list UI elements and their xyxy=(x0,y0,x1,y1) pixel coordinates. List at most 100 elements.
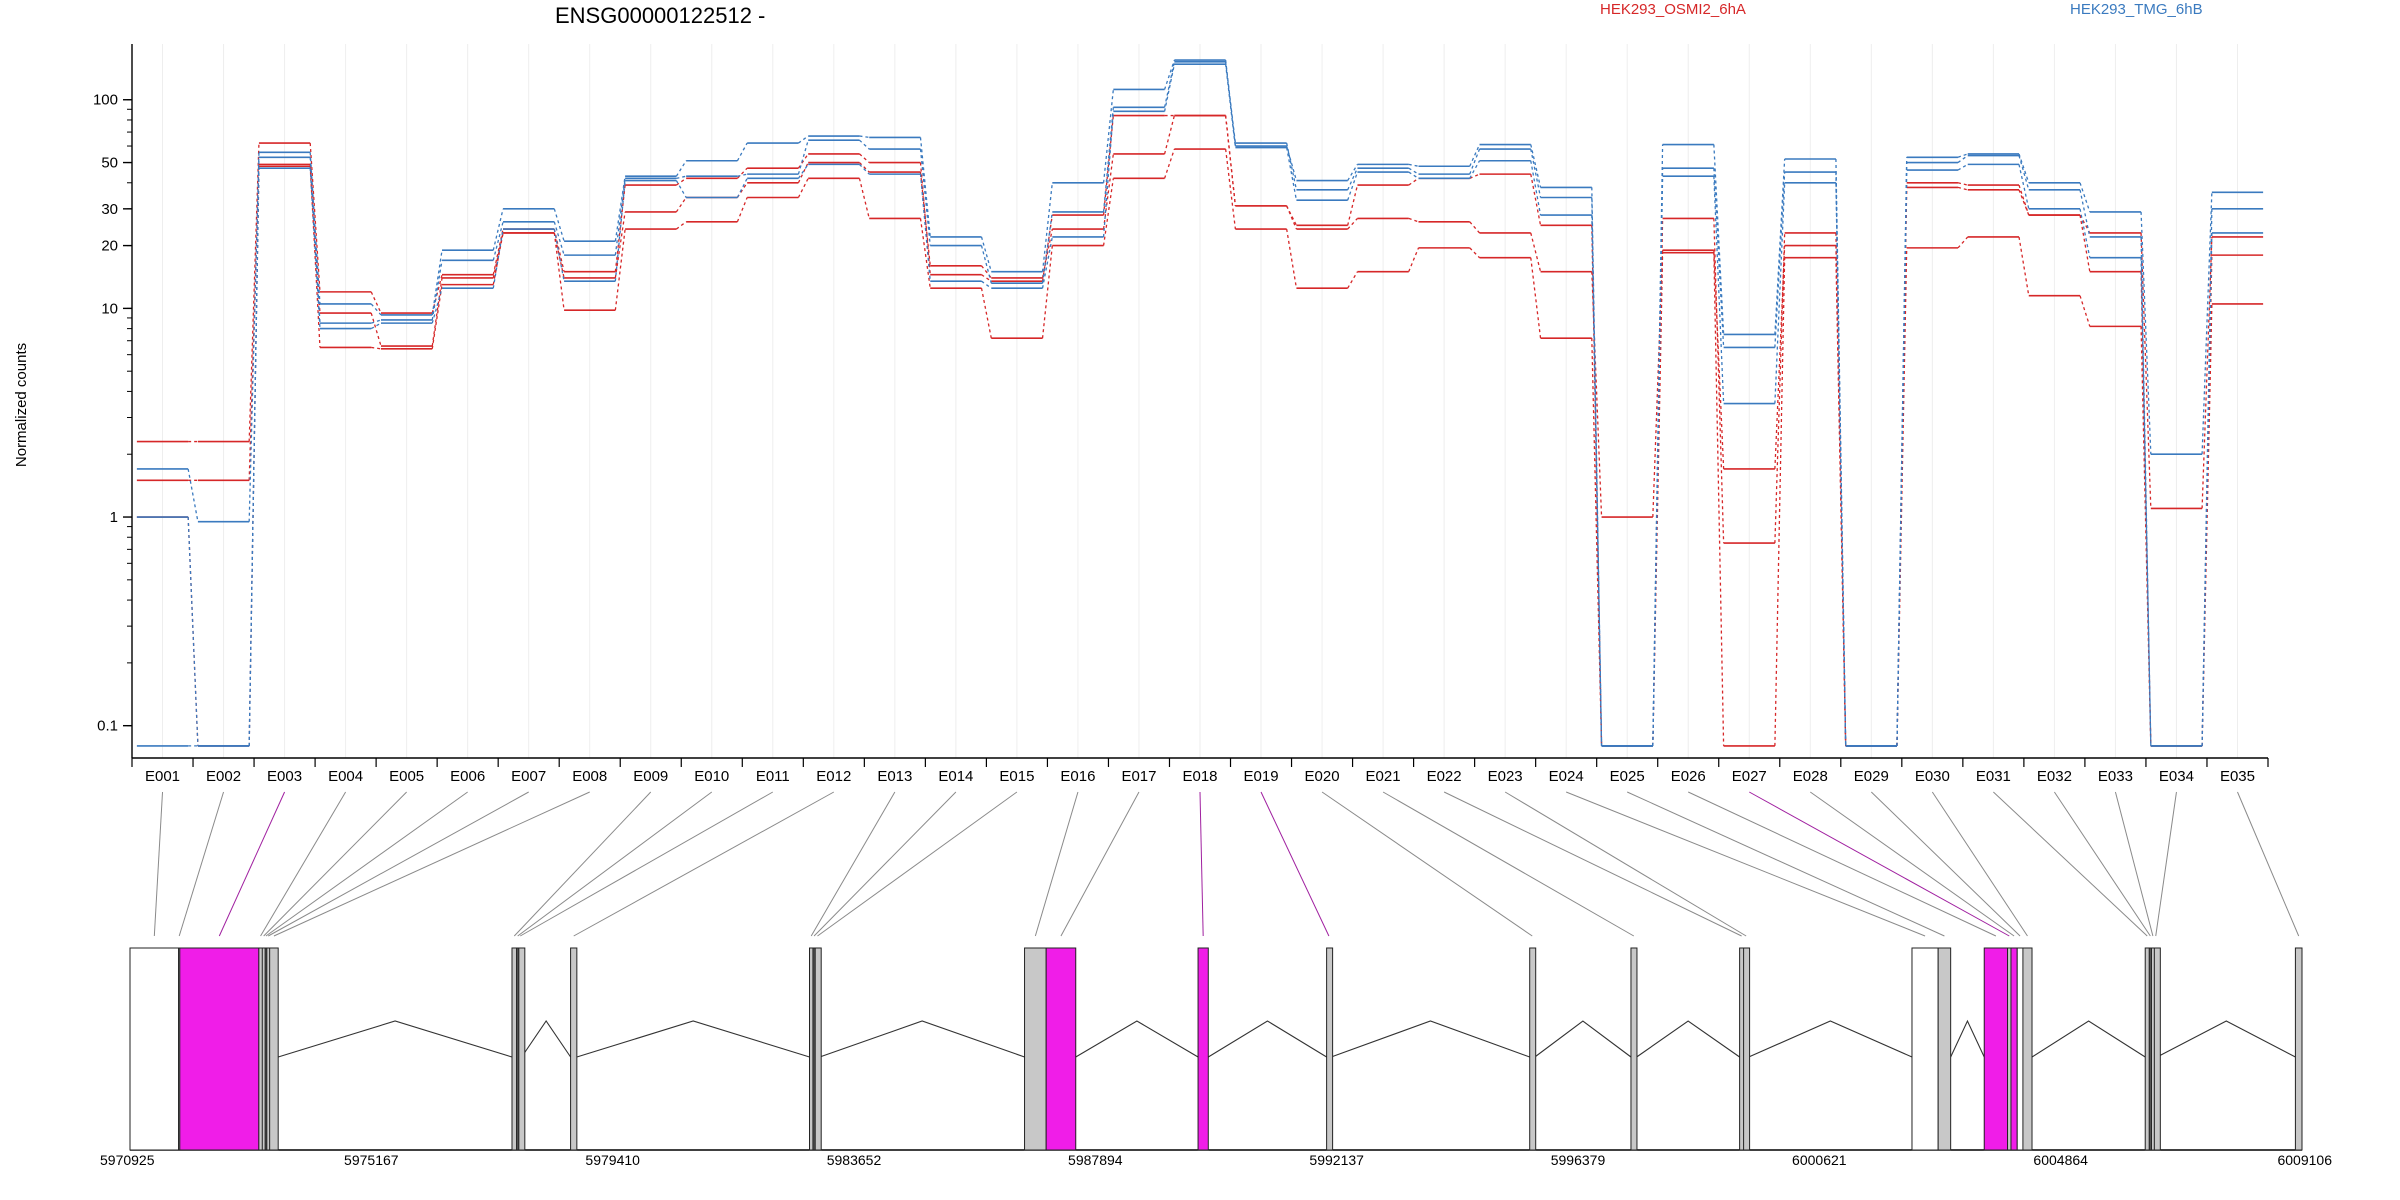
series-connector xyxy=(1102,178,1114,246)
series-connector xyxy=(1469,247,1480,259)
exon-grid xyxy=(162,44,2238,758)
x-tick-label: E021 xyxy=(1366,768,1401,785)
series-connector xyxy=(1896,162,1908,746)
exon-link-e017 xyxy=(1060,791,1140,937)
series-connector xyxy=(370,291,382,314)
series-connector xyxy=(1957,186,1968,191)
series-connector xyxy=(1652,176,1664,746)
x-tick-label: E019 xyxy=(1244,768,1279,785)
exon-link-e003 xyxy=(218,791,286,937)
exon-link-e006 xyxy=(265,791,468,937)
exon-box-e030 xyxy=(2022,947,2033,1151)
series-lines xyxy=(136,59,2264,747)
series-connector xyxy=(370,312,382,347)
series-connector xyxy=(431,284,443,349)
series-connector xyxy=(248,168,260,746)
exon-link-e030 xyxy=(1931,791,2028,937)
intron-line xyxy=(2031,1020,2146,1058)
x-tick-label: E008 xyxy=(572,768,607,785)
chart-axes: 0.1 1 10 20 30 50 100 E001 E002 E003 E004 E005 E006 E… xyxy=(93,44,2269,785)
exon-link-e012 xyxy=(573,791,835,937)
series-connector xyxy=(309,143,321,292)
x-tick-label: E018 xyxy=(1182,768,1217,785)
exon-box-e008 xyxy=(269,947,279,1151)
series-connector xyxy=(2018,236,2030,296)
series-connector xyxy=(2079,214,2091,272)
x-tick-label: E007 xyxy=(511,768,546,785)
series-connector xyxy=(1957,163,1969,171)
series-connector xyxy=(981,274,992,282)
series-connector xyxy=(1408,163,1419,167)
exon-link-e034 xyxy=(2155,791,2177,937)
series-connector xyxy=(1224,149,1237,230)
exon-box-e035 xyxy=(2294,947,2303,1151)
x-tick-label: E017 xyxy=(1121,768,1156,785)
x-tick-label: E001 xyxy=(145,768,180,785)
exon-box-e024 xyxy=(1911,947,1939,1151)
series-connector xyxy=(187,517,199,746)
exon-link-e028 xyxy=(1809,791,2015,937)
series-connector xyxy=(737,173,748,177)
exon-link-e010 xyxy=(517,791,713,937)
series-connector xyxy=(1530,257,1542,339)
gene-model: 5970925 5975167 5979410 5983652 5987894 59921… xyxy=(100,947,2332,1168)
series-connector xyxy=(919,149,931,246)
x-tick-label: E014 xyxy=(938,768,973,785)
series-connector xyxy=(1774,172,1786,348)
series-connector xyxy=(431,287,443,324)
intron-line xyxy=(576,1020,810,1058)
series-connector xyxy=(371,319,382,324)
series-connector xyxy=(2079,214,2091,234)
exon-link-e023 xyxy=(1504,791,1747,937)
series-connector xyxy=(187,468,199,522)
series-connector xyxy=(1041,236,1053,289)
exon-box-e023 xyxy=(1743,947,1751,1151)
series-connector xyxy=(736,167,748,179)
series-connector xyxy=(1163,64,1176,112)
series-connector xyxy=(2079,182,2091,213)
y-tick-label: 10 xyxy=(101,300,118,317)
series-connector xyxy=(248,152,260,522)
exon-link-e016 xyxy=(1034,791,1079,937)
x-tick-label: E002 xyxy=(206,768,241,785)
intron-line xyxy=(1534,1020,1632,1058)
x-tick-label: E012 xyxy=(816,768,851,785)
series-connector xyxy=(1774,232,1786,544)
series-connector xyxy=(919,162,931,275)
series-connector xyxy=(797,164,809,179)
series-connector xyxy=(1896,170,1908,746)
series-connector xyxy=(492,208,504,251)
series-connector xyxy=(1469,173,1480,179)
coord-tick-label: 5975167 xyxy=(344,1152,399,1168)
y-tick-label: 100 xyxy=(93,92,118,109)
x-tick-label: E025 xyxy=(1610,768,1645,785)
series-connector xyxy=(1408,167,1419,175)
series-connector xyxy=(2018,189,2030,216)
series-connector xyxy=(614,180,626,282)
coord-tick-label: 5996379 xyxy=(1551,1152,1606,1168)
series-connector xyxy=(797,153,809,169)
series-connector xyxy=(614,211,626,278)
x-tick-label: E015 xyxy=(999,768,1034,785)
series-connector xyxy=(1347,271,1359,289)
series-connector xyxy=(614,178,626,256)
x-tick-label: E013 xyxy=(877,768,912,785)
series-connector xyxy=(248,143,260,442)
series-connector xyxy=(1286,205,1298,226)
coord-tick-label: 5970925 xyxy=(100,1152,155,1168)
series-connector xyxy=(859,135,870,139)
exon-box-e026 xyxy=(1983,947,2009,1151)
exon-link-e009 xyxy=(513,791,652,937)
series-connector xyxy=(1347,167,1359,191)
series-connector xyxy=(1224,64,1237,148)
series-connector xyxy=(1041,182,1053,272)
y-axis-label: Normalized counts xyxy=(13,343,30,467)
exon-box-e017 xyxy=(1045,947,1077,1151)
coord-tick-label: 6000621 xyxy=(1792,1152,1847,1168)
series-connector xyxy=(2140,211,2152,455)
series-connector xyxy=(1286,205,1298,230)
series-connector xyxy=(2018,153,2030,183)
series-connector xyxy=(1774,245,1786,469)
series-connector xyxy=(980,236,992,272)
intron-line xyxy=(1636,1020,1740,1058)
